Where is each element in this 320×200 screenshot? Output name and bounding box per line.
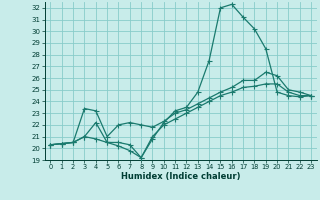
X-axis label: Humidex (Indice chaleur): Humidex (Indice chaleur) [121,172,241,181]
